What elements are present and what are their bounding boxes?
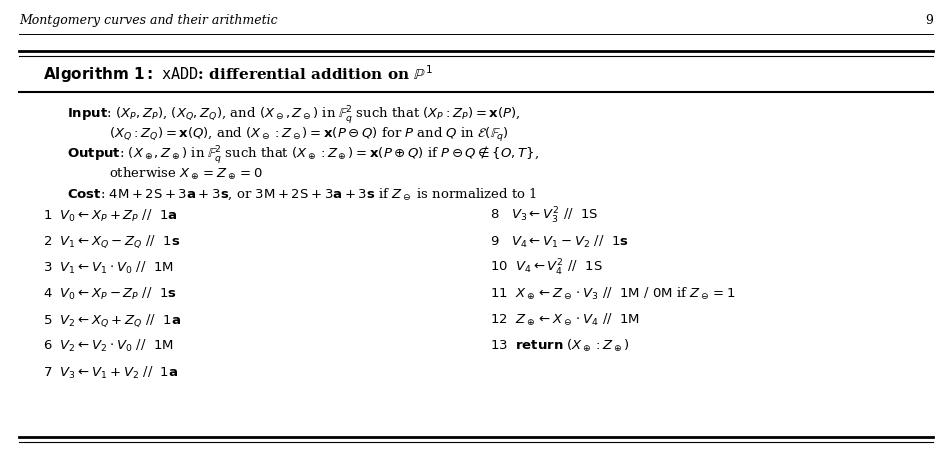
Text: $4$  $V_0 \leftarrow X_P - Z_P$ //  $1\mathbf{s}$: $4$ $V_0 \leftarrow X_P - Z_P$ // $1\mat… bbox=[43, 286, 177, 302]
Text: $7$  $V_3 \leftarrow V_1 + V_2$ //  $1\mathbf{a}$: $7$ $V_3 \leftarrow V_1 + V_2$ // $1\mat… bbox=[43, 364, 178, 381]
Text: $11$  $X_\oplus \leftarrow Z_\ominus \cdot V_3$ //  $1\mathrm{M}$ / $0\mathrm{M}: $11$ $X_\oplus \leftarrow Z_\ominus \cdo… bbox=[490, 286, 736, 302]
Text: $\mathbf{Output}$: $(X_\oplus, Z_\oplus)$ in $\mathbb{F}_q^2$ such that $(X_\opl: $\mathbf{Output}$: $(X_\oplus, Z_\oplus)… bbox=[67, 144, 539, 166]
Text: $\bf{Algorithm\ 1:}$ $\mathtt{xADD}$: differential addition on $\mathbb{P}^1$: $\bf{Algorithm\ 1:}$ $\mathtt{xADD}$: di… bbox=[43, 64, 432, 85]
Text: $(X_Q : Z_Q) = \mathbf{x}(Q)$, and $(X_\ominus : Z_\ominus) = \mathbf{x}(P \omin: $(X_Q : Z_Q) = \mathbf{x}(Q)$, and $(X_\… bbox=[109, 126, 509, 144]
Text: $9$   $V_4 \leftarrow V_1 - V_2$ //  $1\mathbf{s}$: $9$ $V_4 \leftarrow V_1 - V_2$ // $1\mat… bbox=[490, 234, 629, 250]
Text: $3$  $V_1 \leftarrow V_1 \cdot V_0$ //  $1\mathrm{M}$: $3$ $V_1 \leftarrow V_1 \cdot V_0$ // $1… bbox=[43, 260, 173, 276]
Text: otherwise $X_\oplus = Z_\oplus = 0$: otherwise $X_\oplus = Z_\oplus = 0$ bbox=[109, 166, 264, 182]
Text: $1$  $V_0 \leftarrow X_P + Z_P$ //  $1\mathbf{a}$: $1$ $V_0 \leftarrow X_P + Z_P$ // $1\mat… bbox=[43, 207, 178, 224]
Text: $\mathbf{Cost}$: $4\mathrm{M} + 2\mathrm{S} + 3\mathbf{a} + 3\mathbf{s}$, or $3\: $\mathbf{Cost}$: $4\mathrm{M} + 2\mathrm… bbox=[67, 186, 537, 202]
Text: Montgomery curves and their arithmetic: Montgomery curves and their arithmetic bbox=[19, 14, 278, 27]
Text: $\mathbf{Input}$: $(X_P, Z_P)$, $(X_Q, Z_Q)$, and $(X_\ominus, Z_\ominus)$ in $\: $\mathbf{Input}$: $(X_P, Z_P)$, $(X_Q, Z… bbox=[67, 104, 520, 126]
Text: $5$  $V_2 \leftarrow X_Q + Z_Q$ //  $1\mathbf{a}$: $5$ $V_2 \leftarrow X_Q + Z_Q$ // $1\mat… bbox=[43, 312, 181, 329]
Text: $8$   $V_3 \leftarrow V_3^2$ //  $1\mathrm{S}$: $8$ $V_3 \leftarrow V_3^2$ // $1\mathrm{… bbox=[490, 206, 599, 226]
Text: $10$  $V_4 \leftarrow V_4^2$ //  $1\mathrm{S}$: $10$ $V_4 \leftarrow V_4^2$ // $1\mathrm… bbox=[490, 258, 603, 278]
Text: $13$  $\mathbf{return}$ $(X_\oplus : Z_\oplus)$: $13$ $\mathbf{return}$ $(X_\oplus : Z_\o… bbox=[490, 338, 629, 354]
Text: $12$  $Z_\oplus \leftarrow X_\ominus \cdot V_4$ //  $1\mathrm{M}$: $12$ $Z_\oplus \leftarrow X_\ominus \cdo… bbox=[490, 312, 641, 328]
Text: $2$  $V_1 \leftarrow X_Q - Z_Q$ //  $1\mathbf{s}$: $2$ $V_1 \leftarrow X_Q - Z_Q$ // $1\mat… bbox=[43, 233, 180, 250]
Text: $6$  $V_2 \leftarrow V_2 \cdot V_0$ //  $1\mathrm{M}$: $6$ $V_2 \leftarrow V_2 \cdot V_0$ // $1… bbox=[43, 338, 173, 354]
Text: 9: 9 bbox=[925, 14, 933, 27]
